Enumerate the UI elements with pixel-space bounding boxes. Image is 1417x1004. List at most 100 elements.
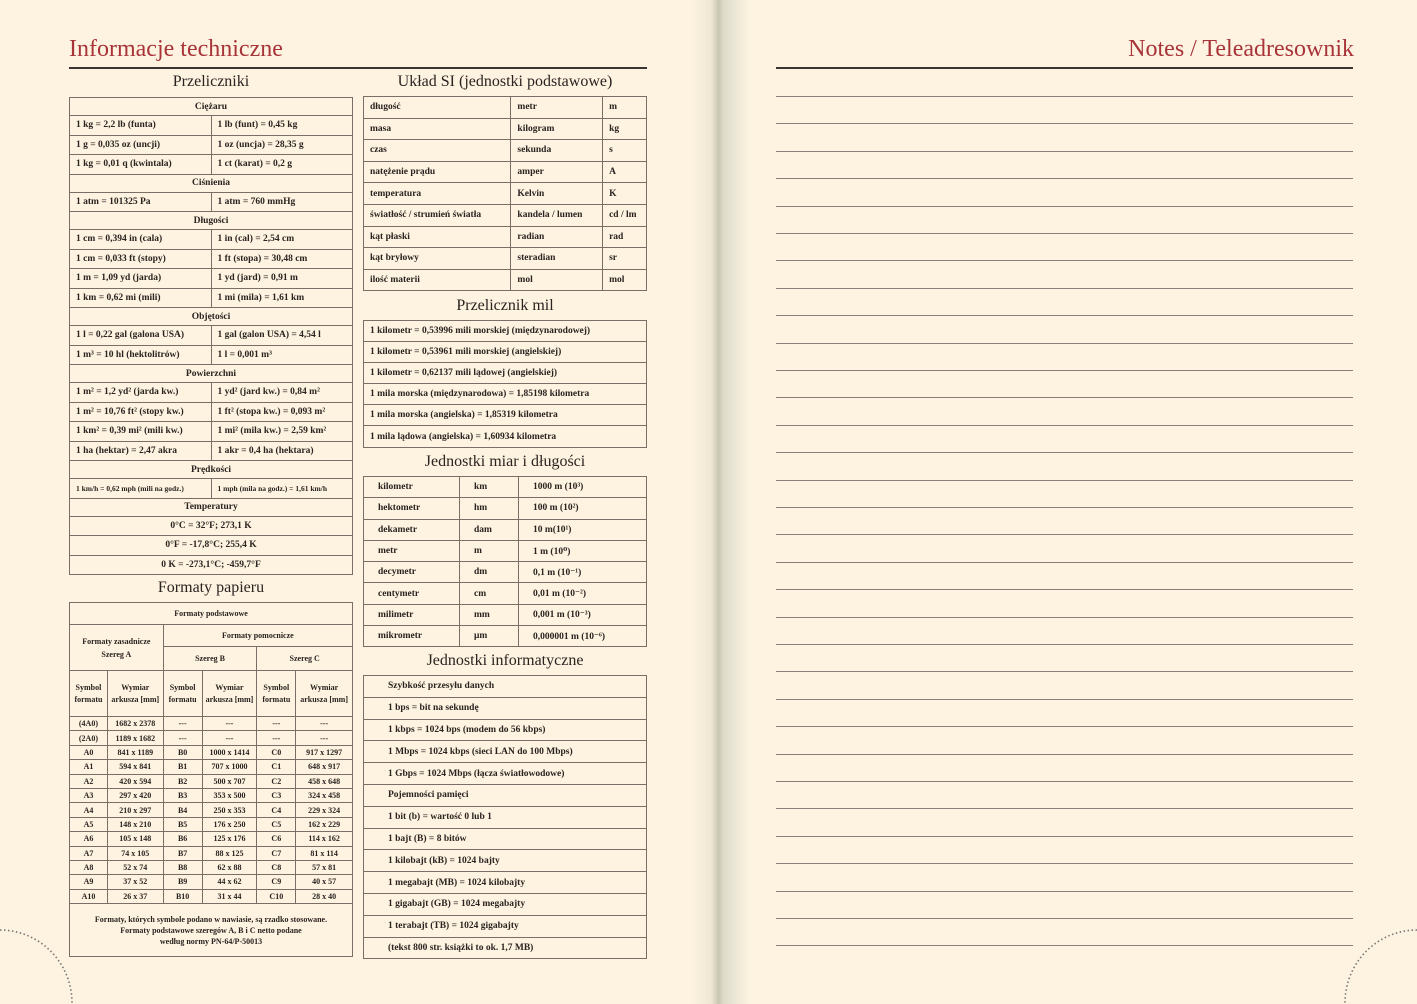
table-row: milimetr mm 0,001 m (10⁻³) — [363, 603, 647, 627]
table-row: A5 148 x 210 B5 176 x 250 C5 162 x 229 — [69, 816, 353, 833]
table-row: A7 74 x 105 B7 88 x 125 C7 81 x 114 — [69, 845, 353, 861]
si-table: długość metr m masa kilogram kg czas sekunda s na… — [362, 96, 647, 292]
table-row: 1 m² = 10,76 ft² (stopy kw.) 1 ft² (stopa… — [69, 401, 353, 422]
table-row: metr m 1 m (10⁰) — [363, 539, 647, 563]
note-line[interactable] — [776, 424, 1353, 426]
table-row: 1 kg = 0,01 q (kwintala) 1 ct (karat) = 0… — [69, 154, 353, 175]
table-cell: kandela / lumen — [510, 203, 604, 227]
table-cell: kilogram — [510, 117, 604, 141]
table-row: ilość materii mol mol — [362, 268, 647, 292]
note-line[interactable] — [776, 561, 1353, 563]
table-cell: Symbol formatu — [256, 670, 297, 717]
note-line[interactable] — [776, 123, 1353, 125]
table-row: A8 52 x 74 B8 62 x 88 C8 57 x 81 — [69, 859, 353, 876]
table-cell: 1000 m (10³) — [518, 475, 647, 499]
note-line[interactable] — [776, 507, 1353, 508]
table-cell: C4 — [256, 802, 297, 818]
table-cell: cd / lm — [602, 203, 647, 227]
note-line[interactable] — [776, 96, 1353, 97]
si-heading: Układ SI (jednostki podstawowe) — [397, 73, 613, 90]
table-cell: 1 mila lądowa (angielska) = 1,60934 kilo… — [363, 425, 647, 448]
note-line[interactable] — [776, 342, 1353, 344]
table-cell: 1 mila morska (międzynarodowa) = 1,85198… — [363, 383, 647, 406]
note-line[interactable] — [776, 589, 1353, 591]
table-row: dekametr dam 10 m(10¹) — [363, 518, 647, 541]
table-cell: A0 — [69, 744, 108, 761]
note-line[interactable] — [776, 178, 1353, 180]
table-row: (tekst 800 str. książki to ok. 1,7 MB) — [363, 936, 647, 960]
table-row: A9 37 x 52 B9 44 x 62 C9 40 x 57 — [69, 874, 353, 890]
table-cell: A7 — [69, 845, 108, 861]
note-line[interactable] — [776, 890, 1353, 892]
table-cell: 0,1 m (10⁻¹) — [518, 561, 647, 584]
conversion-table: Ciężaru 1 kg = 2,2 lb (funta) 1 lb (funt) … — [69, 97, 353, 575]
table-row: 1 m = 1,09 yd (jarda) 1 yd (jard) = 0,91 … — [69, 268, 353, 289]
table-cell: kąt płaski — [362, 225, 512, 249]
table-cell: 1 kilometr = 0,53996 mili morskiej (międ… — [363, 319, 647, 343]
corner-arc-left — [0, 929, 73, 1004]
note-line[interactable] — [776, 835, 1353, 837]
table-cell: 105 x 148 — [106, 831, 164, 847]
table-cell: B5 — [162, 816, 203, 833]
note-line[interactable] — [776, 644, 1353, 645]
note-line[interactable] — [776, 150, 1353, 152]
table-cell: Wymiar arkusza [mm] — [106, 670, 164, 717]
table-cell: 1 kg = 2,2 lb (funta) — [69, 115, 212, 136]
table-row: 1 cm = 0,394 in (cala) 1 in (cal) = 2,54 … — [69, 229, 353, 250]
note-line[interactable] — [776, 808, 1353, 810]
table-row: kilometr km 1000 m (10³) — [363, 475, 647, 499]
table-cell: C3 — [256, 787, 297, 804]
note-line[interactable] — [776, 205, 1353, 207]
note-line[interactable] — [776, 260, 1353, 262]
note-line[interactable] — [776, 945, 1353, 947]
section-header: Długości — [69, 211, 353, 230]
note-line[interactable] — [776, 233, 1353, 234]
table-cell: 1 km = 0,62 mi (mili) — [69, 287, 212, 308]
table-cell: mm — [459, 603, 519, 627]
title-rule — [69, 67, 647, 69]
table-cell: 1 m² = 10,76 ft² (stopy kw.) — [69, 401, 212, 422]
table-cell: rad — [602, 225, 647, 249]
note-line[interactable] — [776, 479, 1353, 481]
table-row: 1 mila lądowa (angielska) = 1,60934 kilo… — [363, 425, 647, 448]
note-line[interactable] — [776, 287, 1353, 289]
table-cell: 458 x 648 — [295, 773, 353, 789]
table-cell: 10 m(10¹) — [518, 518, 647, 541]
note-line[interactable] — [776, 315, 1353, 317]
table-cell: 148 x 210 — [106, 816, 164, 833]
table-cell: 114 x 162 — [295, 831, 353, 847]
table-cell: 1 terabajt (TB) = 1024 gigabajty — [363, 914, 647, 938]
note-line[interactable] — [776, 671, 1353, 673]
note-line[interactable] — [776, 616, 1353, 618]
note-line[interactable] — [776, 726, 1353, 728]
note-line[interactable] — [776, 753, 1353, 755]
note-line[interactable] — [776, 698, 1353, 700]
table-cell: K — [602, 182, 647, 205]
table-cell: 841 x 1189 — [106, 744, 164, 761]
table-cell: B0 — [162, 744, 203, 761]
table-cell: C8 — [256, 859, 297, 876]
table-cell: 1 m³ = 10 hl (hektolitrów) — [69, 344, 212, 365]
table-cell: --- — [256, 715, 297, 732]
table-cell: 1189 x 1682 — [106, 730, 164, 746]
table-cell: sr — [602, 247, 647, 270]
table-cell: Temperatury — [69, 497, 353, 517]
note-line[interactable] — [776, 781, 1353, 782]
table-cell: 1 mila morska (angielska) = 1,85319 kilo… — [363, 404, 647, 427]
table-cell: Wymiar arkusza [mm] — [201, 670, 258, 717]
table-cell: hm — [459, 497, 519, 520]
note-line[interactable] — [776, 918, 1353, 919]
note-line[interactable] — [776, 534, 1353, 536]
table-cell: milimetr — [363, 603, 460, 627]
table-cell: --- — [256, 730, 297, 746]
table-cell: Objętości — [69, 307, 353, 326]
note-line[interactable] — [776, 397, 1353, 399]
table-row: 1 kilometr = 0,53996 mili morskiej (międ… — [363, 319, 647, 343]
note-line[interactable] — [776, 863, 1353, 865]
info-heading: Jednostki informatyczne — [426, 652, 584, 669]
formaty-zasadnicze: Formaty zasadnicze Szereg A — [69, 624, 164, 671]
table-row: 1 Gbps = 1024 Mbps (łącza światłowodowe) — [363, 762, 647, 785]
note-line[interactable] — [776, 370, 1353, 371]
table-cell: 1 kbps = 1024 bps (modem do 56 kbps) — [363, 718, 647, 742]
note-line[interactable] — [776, 452, 1353, 454]
